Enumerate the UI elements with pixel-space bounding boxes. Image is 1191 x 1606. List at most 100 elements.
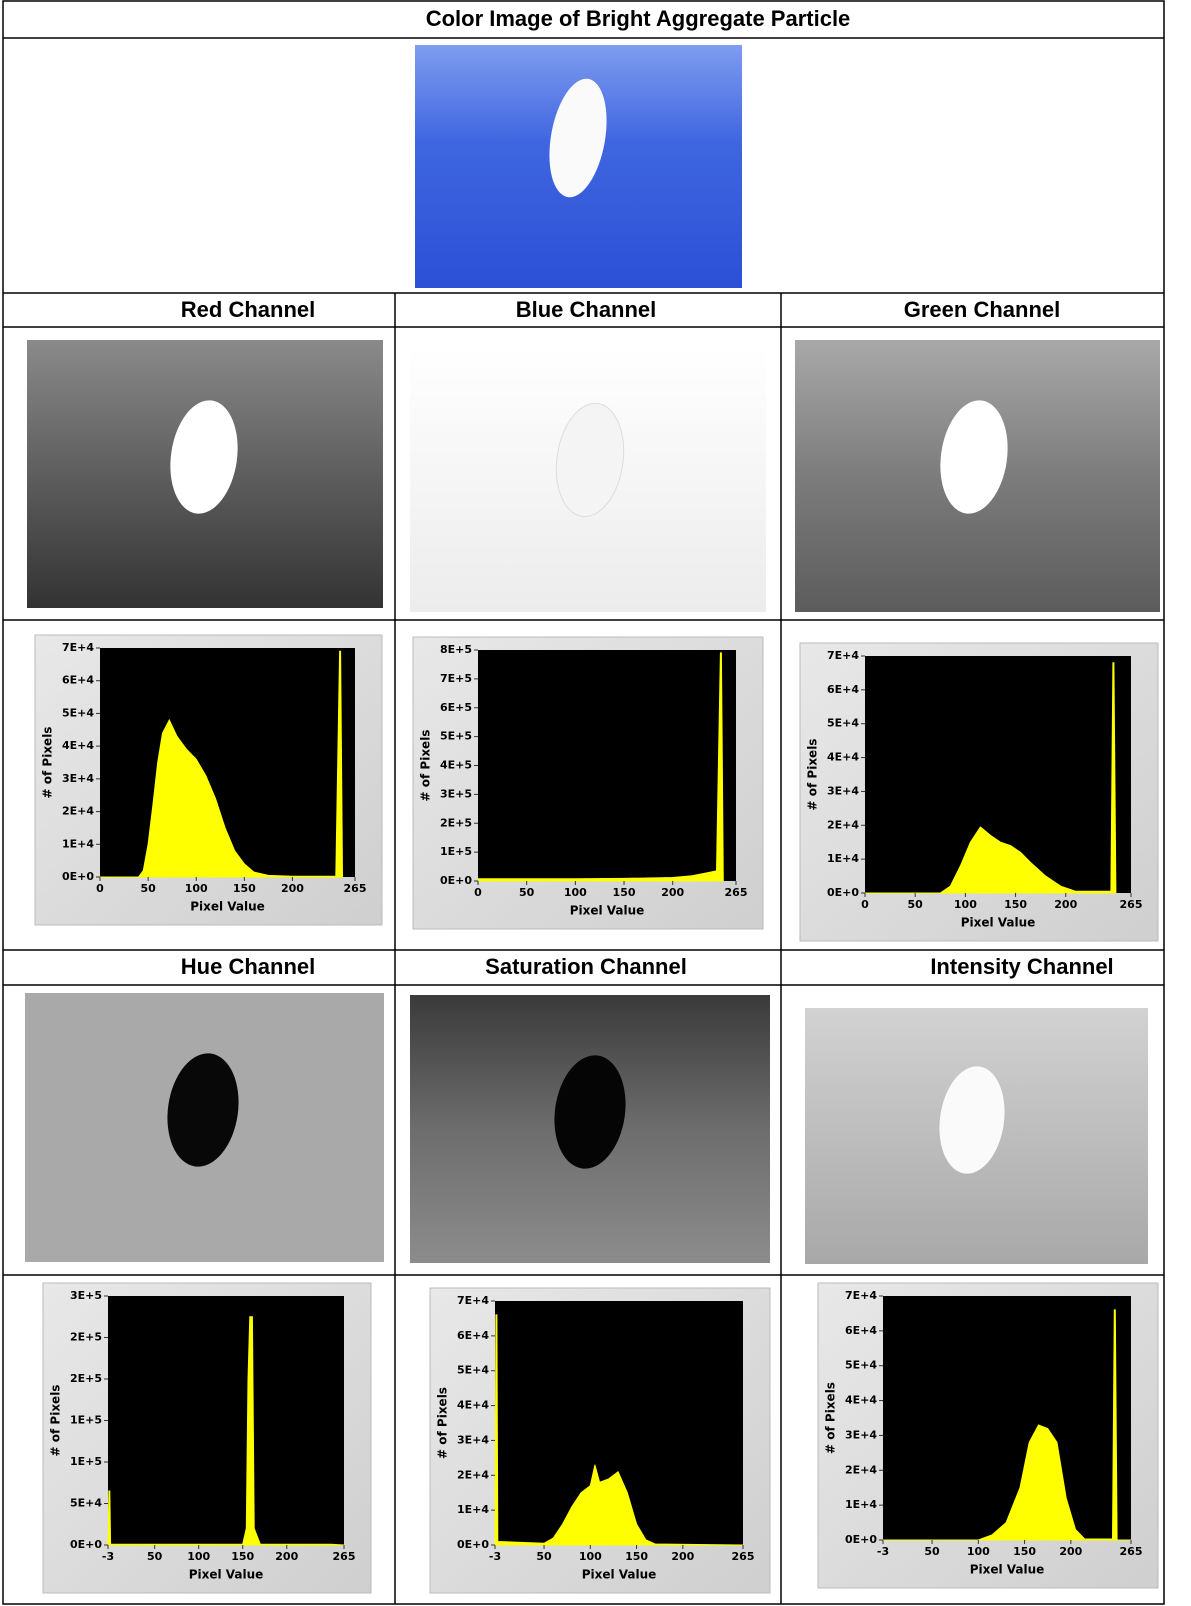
y-tick-label: 7E+4 bbox=[845, 1289, 877, 1302]
y-tick-label: 1E+4 bbox=[62, 837, 94, 850]
color-image bbox=[415, 45, 742, 288]
y-tick-label: 3E+4 bbox=[845, 1428, 877, 1441]
y-tick-label: 5E+4 bbox=[62, 706, 94, 719]
y-tick-label: 1E+4 bbox=[827, 852, 859, 865]
plot-area bbox=[478, 650, 736, 881]
x-axis-label: Pixel Value bbox=[961, 916, 1036, 930]
x-tick-label: 150 bbox=[625, 1550, 648, 1563]
y-tick-label: 2E+4 bbox=[457, 1468, 489, 1481]
column-header: Green Channel bbox=[904, 297, 1060, 322]
x-tick-label: 100 bbox=[579, 1550, 602, 1563]
y-tick-label: 0E+0 bbox=[845, 1533, 877, 1546]
x-tick-label: 100 bbox=[187, 1550, 210, 1563]
y-axis-label: # of Pixels bbox=[41, 727, 55, 799]
plot-area bbox=[883, 1296, 1131, 1540]
x-axis-label: Pixel Value bbox=[189, 1568, 264, 1582]
x-tick-label: 200 bbox=[661, 886, 684, 899]
blue-channel-image bbox=[410, 345, 766, 612]
y-axis-label: # of Pixels bbox=[806, 739, 820, 811]
y-tick-label: 2E+5 bbox=[440, 816, 472, 829]
x-axis-label: Pixel Value bbox=[570, 904, 645, 918]
x-tick-label: 200 bbox=[1059, 1545, 1082, 1558]
y-tick-label: 5E+4 bbox=[845, 1359, 877, 1372]
x-tick-label: 150 bbox=[1004, 898, 1027, 911]
x-tick-label: 150 bbox=[233, 882, 256, 895]
y-tick-label: 4E+4 bbox=[62, 739, 94, 752]
x-tick-label: 0 bbox=[474, 886, 482, 899]
x-tick-label: 200 bbox=[281, 882, 304, 895]
y-tick-label: 0E+0 bbox=[457, 1538, 489, 1551]
y-tick-label: 4E+5 bbox=[440, 759, 472, 772]
y-tick-label: 3E+5 bbox=[70, 1289, 102, 1302]
y-tick-label: 7E+5 bbox=[440, 672, 472, 685]
y-tick-label: 1E+4 bbox=[845, 1498, 877, 1511]
y-tick-label: 3E+4 bbox=[827, 784, 859, 797]
y-axis-label: # of Pixels bbox=[824, 1382, 838, 1454]
x-tick-label: 200 bbox=[1054, 898, 1077, 911]
x-tick-label: 150 bbox=[613, 886, 636, 899]
x-tick-label: 100 bbox=[954, 898, 977, 911]
x-tick-label: 150 bbox=[231, 1550, 254, 1563]
x-tick-label: 50 bbox=[140, 882, 156, 895]
column-header: Red Channel bbox=[181, 297, 315, 322]
column-header: Hue Channel bbox=[181, 954, 315, 979]
x-tick-label: 200 bbox=[275, 1550, 298, 1563]
y-tick-label: 0E+0 bbox=[70, 1538, 102, 1551]
y-tick-label: 4E+4 bbox=[827, 751, 859, 764]
y-tick-label: 2E+4 bbox=[62, 805, 94, 818]
x-tick-label: 265 bbox=[333, 1550, 356, 1563]
red-channel-image bbox=[27, 340, 383, 608]
y-axis-label: # of Pixels bbox=[419, 730, 433, 802]
y-tick-label: 0E+0 bbox=[62, 870, 94, 883]
x-tick-label: 50 bbox=[519, 886, 535, 899]
y-tick-label: 1E+5 bbox=[70, 1414, 102, 1427]
x-tick-label: 0 bbox=[861, 898, 869, 911]
y-tick-label: 2E+4 bbox=[845, 1463, 877, 1476]
y-tick-label: 2E+4 bbox=[827, 818, 859, 831]
y-tick-label: 2E+5 bbox=[70, 1372, 102, 1385]
y-tick-label: 1E+5 bbox=[440, 845, 472, 858]
figure-title: Color Image of Bright Aggregate Particle bbox=[426, 6, 851, 31]
hue-channel-image bbox=[25, 993, 384, 1262]
x-tick-label: 50 bbox=[924, 1545, 940, 1558]
y-tick-label: 7E+4 bbox=[62, 641, 94, 654]
x-tick-label: 50 bbox=[908, 898, 924, 911]
y-tick-label: 6E+4 bbox=[457, 1329, 489, 1342]
y-tick-label: 0E+0 bbox=[440, 874, 472, 887]
y-tick-label: 5E+4 bbox=[457, 1364, 489, 1377]
column-header: Intensity Channel bbox=[930, 954, 1113, 979]
histogram-area bbox=[477, 652, 724, 882]
column-header: Saturation Channel bbox=[485, 954, 687, 979]
green-channel-image bbox=[795, 340, 1160, 612]
y-axis-label: # of Pixels bbox=[49, 1385, 63, 1457]
x-tick-label: 0 bbox=[96, 882, 104, 895]
histogram-area bbox=[100, 650, 344, 878]
y-tick-label: 3E+4 bbox=[62, 772, 94, 785]
table-lines bbox=[2, 0, 1165, 1605]
y-tick-label: 1E+5 bbox=[70, 1455, 102, 1468]
x-tick-label: -3 bbox=[877, 1545, 889, 1558]
histogram-area bbox=[883, 1309, 1131, 1541]
x-tick-label: 265 bbox=[1120, 1545, 1143, 1558]
x-tick-label: -3 bbox=[489, 1550, 501, 1563]
y-tick-label: 1E+4 bbox=[457, 1503, 489, 1516]
histogram-area bbox=[494, 1314, 744, 1546]
x-tick-label: 50 bbox=[147, 1550, 163, 1563]
y-tick-label: 6E+4 bbox=[845, 1324, 877, 1337]
y-tick-label: 5E+4 bbox=[827, 717, 859, 730]
y-tick-label: 6E+4 bbox=[827, 683, 859, 696]
x-tick-label: 265 bbox=[1120, 898, 1143, 911]
y-tick-label: 0E+0 bbox=[827, 886, 859, 899]
saturation-channel-image bbox=[410, 995, 770, 1263]
histogram-area bbox=[107, 1316, 345, 1546]
x-tick-label: 265 bbox=[344, 882, 367, 895]
y-tick-label: 7E+4 bbox=[827, 649, 859, 662]
x-tick-label: 100 bbox=[564, 886, 587, 899]
x-tick-label: 100 bbox=[185, 882, 208, 895]
y-tick-label: 5E+4 bbox=[70, 1497, 102, 1510]
histogram-area bbox=[865, 662, 1117, 894]
y-tick-label: 8E+5 bbox=[440, 643, 472, 656]
x-axis-label: Pixel Value bbox=[582, 1568, 657, 1582]
x-tick-label: 200 bbox=[671, 1550, 694, 1563]
x-axis-label: Pixel Value bbox=[190, 900, 265, 914]
